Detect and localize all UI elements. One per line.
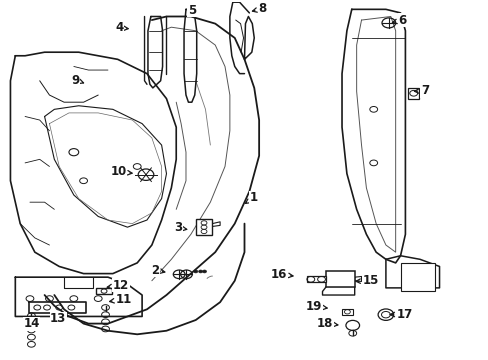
- Text: 16: 16: [270, 268, 292, 281]
- Text: 18: 18: [316, 317, 337, 330]
- Text: 4: 4: [115, 21, 128, 35]
- Text: 15: 15: [355, 274, 378, 287]
- Circle shape: [202, 270, 206, 273]
- Bar: [326, 271, 354, 287]
- Bar: [195, 219, 212, 235]
- Text: 2: 2: [151, 264, 164, 276]
- Text: 14: 14: [23, 316, 40, 330]
- Text: 5: 5: [187, 4, 196, 17]
- Text: 9: 9: [71, 73, 83, 86]
- Text: 7: 7: [414, 84, 428, 97]
- Text: 3: 3: [174, 221, 186, 234]
- Circle shape: [198, 270, 202, 273]
- Text: 13: 13: [50, 312, 66, 325]
- Text: 1: 1: [245, 192, 257, 204]
- Bar: [407, 88, 418, 99]
- Bar: [96, 288, 112, 294]
- Text: 11: 11: [109, 293, 131, 306]
- Text: 6: 6: [391, 14, 406, 27]
- Text: 17: 17: [389, 308, 412, 321]
- Circle shape: [193, 270, 197, 273]
- Bar: [341, 309, 352, 315]
- Text: 10: 10: [110, 165, 132, 178]
- Bar: [306, 276, 326, 282]
- Text: 8: 8: [252, 2, 266, 15]
- Text: 19: 19: [305, 300, 326, 313]
- Bar: [400, 263, 434, 292]
- Text: 12: 12: [107, 279, 129, 292]
